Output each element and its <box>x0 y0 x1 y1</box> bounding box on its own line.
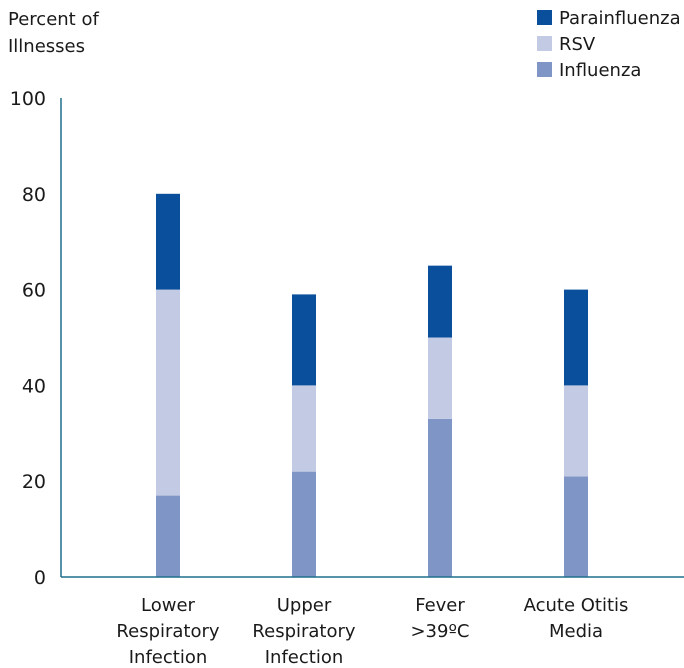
y-axis-ticks: 0 20 40 60 80 100 <box>10 88 46 589</box>
bar-segment-parainfluenza <box>156 193 180 290</box>
bar-segment-rsv <box>564 385 588 477</box>
x-category-label: Lower <box>141 595 196 616</box>
y-tick-label: 20 <box>22 471 46 493</box>
x-category-label: >39ºC <box>410 621 469 642</box>
bar-segment-influenza <box>156 495 180 577</box>
y-tick-label: 80 <box>22 184 46 206</box>
bar-segment-influenza <box>564 476 588 577</box>
x-category-label: Upper <box>277 595 332 616</box>
legend-label-parainfluenza: Parainfluenza <box>559 8 681 29</box>
bar-segment-rsv <box>156 289 180 496</box>
legend-swatch-influenza <box>537 62 552 77</box>
y-tick-label: 60 <box>22 280 46 302</box>
bars <box>156 193 588 577</box>
x-category-label: Media <box>549 621 603 642</box>
legend: Parainfluenza RSV Influenza <box>537 8 681 81</box>
bar-segment-influenza <box>292 471 316 577</box>
x-category-label: Acute Otitis <box>524 595 629 616</box>
x-category-label: Infection <box>265 647 344 668</box>
bar-segment-rsv <box>292 385 316 472</box>
legend-label-influenza: Influenza <box>559 60 641 81</box>
y-axis-label-line-1: Percent of <box>8 9 99 30</box>
bar-segment-parainfluenza <box>292 294 316 386</box>
legend-label-rsv: RSV <box>559 34 596 55</box>
y-axis-label-line-2: Illnesses <box>8 36 85 57</box>
legend-swatch-rsv <box>537 36 552 51</box>
bar-segment-parainfluenza <box>564 289 588 386</box>
y-tick-label: 0 <box>34 567 46 589</box>
y-tick-label: 40 <box>22 375 46 397</box>
bar-segment-rsv <box>428 337 452 419</box>
bar-segment-parainfluenza <box>428 265 452 338</box>
x-category-label: Respiratory <box>252 621 355 642</box>
x-axis-labels: Lower Respiratory Infection Upper Respirator… <box>116 595 628 668</box>
x-category-label: Infection <box>129 647 208 668</box>
bar-segment-influenza <box>428 418 452 577</box>
x-category-label: Fever <box>415 595 465 616</box>
x-category-label: Respiratory <box>116 621 219 642</box>
legend-swatch-parainfluenza <box>537 10 552 25</box>
y-tick-label: 100 <box>10 88 46 110</box>
